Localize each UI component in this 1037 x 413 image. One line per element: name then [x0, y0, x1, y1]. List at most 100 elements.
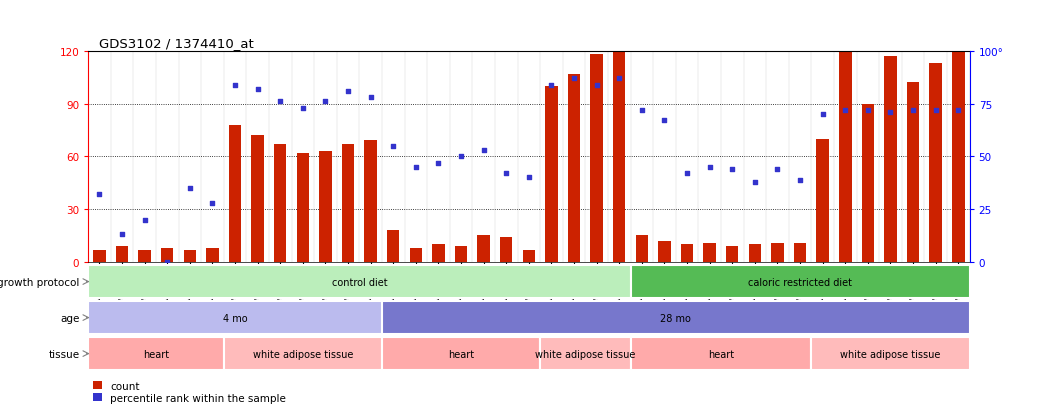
- Bar: [500, 237, 512, 262]
- Bar: [138, 250, 150, 262]
- Text: caloric restricted diet: caloric restricted diet: [748, 277, 852, 287]
- Text: heart: heart: [448, 349, 474, 359]
- Point: [543, 82, 560, 89]
- Bar: [703, 243, 716, 262]
- Point: [340, 88, 357, 95]
- Text: white adipose tissue: white adipose tissue: [253, 349, 353, 359]
- Point: [249, 86, 265, 93]
- Bar: [540, 337, 630, 370]
- Point: [588, 82, 605, 89]
- Text: heart: heart: [708, 349, 734, 359]
- Bar: [726, 247, 738, 262]
- Bar: [794, 243, 807, 262]
- Point: [927, 107, 944, 114]
- Bar: [206, 248, 219, 262]
- Point: [905, 107, 922, 114]
- Point: [475, 147, 492, 154]
- Bar: [382, 301, 970, 335]
- Text: age: age: [60, 313, 80, 323]
- Bar: [613, 52, 625, 262]
- Bar: [224, 337, 382, 370]
- Legend: count, percentile rank within the sample: count, percentile rank within the sample: [93, 381, 286, 403]
- Bar: [319, 152, 332, 262]
- Bar: [885, 57, 897, 262]
- Point: [792, 177, 809, 183]
- Point: [159, 259, 175, 266]
- Bar: [432, 244, 445, 262]
- Bar: [251, 136, 263, 262]
- Point: [498, 171, 514, 177]
- Point: [566, 76, 583, 82]
- Bar: [161, 248, 173, 262]
- Bar: [929, 64, 942, 262]
- Point: [430, 160, 447, 166]
- Point: [656, 118, 673, 124]
- Point: [317, 99, 334, 105]
- Point: [227, 82, 244, 89]
- Point: [950, 107, 966, 114]
- Point: [295, 105, 311, 112]
- Bar: [274, 145, 286, 262]
- Bar: [952, 52, 964, 262]
- Bar: [88, 301, 382, 335]
- Point: [769, 166, 786, 173]
- Bar: [681, 244, 694, 262]
- Point: [114, 232, 131, 238]
- Bar: [590, 55, 602, 262]
- Bar: [229, 126, 242, 262]
- Text: white adipose tissue: white adipose tissue: [535, 349, 636, 359]
- Point: [860, 107, 876, 114]
- Text: tissue: tissue: [48, 349, 80, 359]
- Bar: [93, 250, 106, 262]
- Bar: [184, 250, 196, 262]
- Text: GDS3102 / 1374410_at: GDS3102 / 1374410_at: [99, 37, 253, 50]
- Point: [679, 171, 696, 177]
- Point: [521, 175, 537, 181]
- Text: 28 mo: 28 mo: [661, 313, 692, 323]
- Bar: [907, 83, 920, 262]
- Text: control diet: control diet: [332, 277, 387, 287]
- Point: [136, 217, 152, 223]
- Bar: [568, 74, 581, 262]
- Bar: [545, 87, 558, 262]
- Bar: [811, 337, 970, 370]
- Bar: [455, 247, 468, 262]
- Text: heart: heart: [143, 349, 169, 359]
- Point: [385, 143, 401, 150]
- Text: white adipose tissue: white adipose tissue: [840, 349, 941, 359]
- Point: [362, 95, 379, 101]
- Bar: [749, 244, 761, 262]
- Bar: [477, 236, 489, 262]
- Point: [408, 164, 424, 171]
- Bar: [658, 241, 671, 262]
- Bar: [364, 141, 376, 262]
- Point: [611, 76, 627, 82]
- Bar: [816, 140, 829, 262]
- Bar: [410, 248, 422, 262]
- Bar: [88, 337, 224, 370]
- Bar: [387, 230, 399, 262]
- Bar: [88, 265, 630, 299]
- Point: [701, 164, 718, 171]
- Text: growth protocol: growth protocol: [0, 277, 80, 287]
- Point: [747, 179, 763, 185]
- Point: [204, 200, 221, 206]
- Point: [272, 99, 288, 105]
- Point: [634, 107, 650, 114]
- Bar: [772, 243, 784, 262]
- Point: [837, 107, 853, 114]
- Bar: [523, 250, 535, 262]
- Point: [91, 192, 108, 198]
- Point: [724, 166, 740, 173]
- Bar: [862, 104, 874, 262]
- Bar: [630, 265, 970, 299]
- Point: [814, 112, 831, 118]
- Bar: [382, 337, 540, 370]
- Bar: [297, 154, 309, 262]
- Bar: [630, 337, 811, 370]
- Bar: [342, 145, 355, 262]
- Text: 4 mo: 4 mo: [223, 313, 248, 323]
- Point: [453, 154, 470, 160]
- Bar: [116, 247, 129, 262]
- Bar: [636, 236, 648, 262]
